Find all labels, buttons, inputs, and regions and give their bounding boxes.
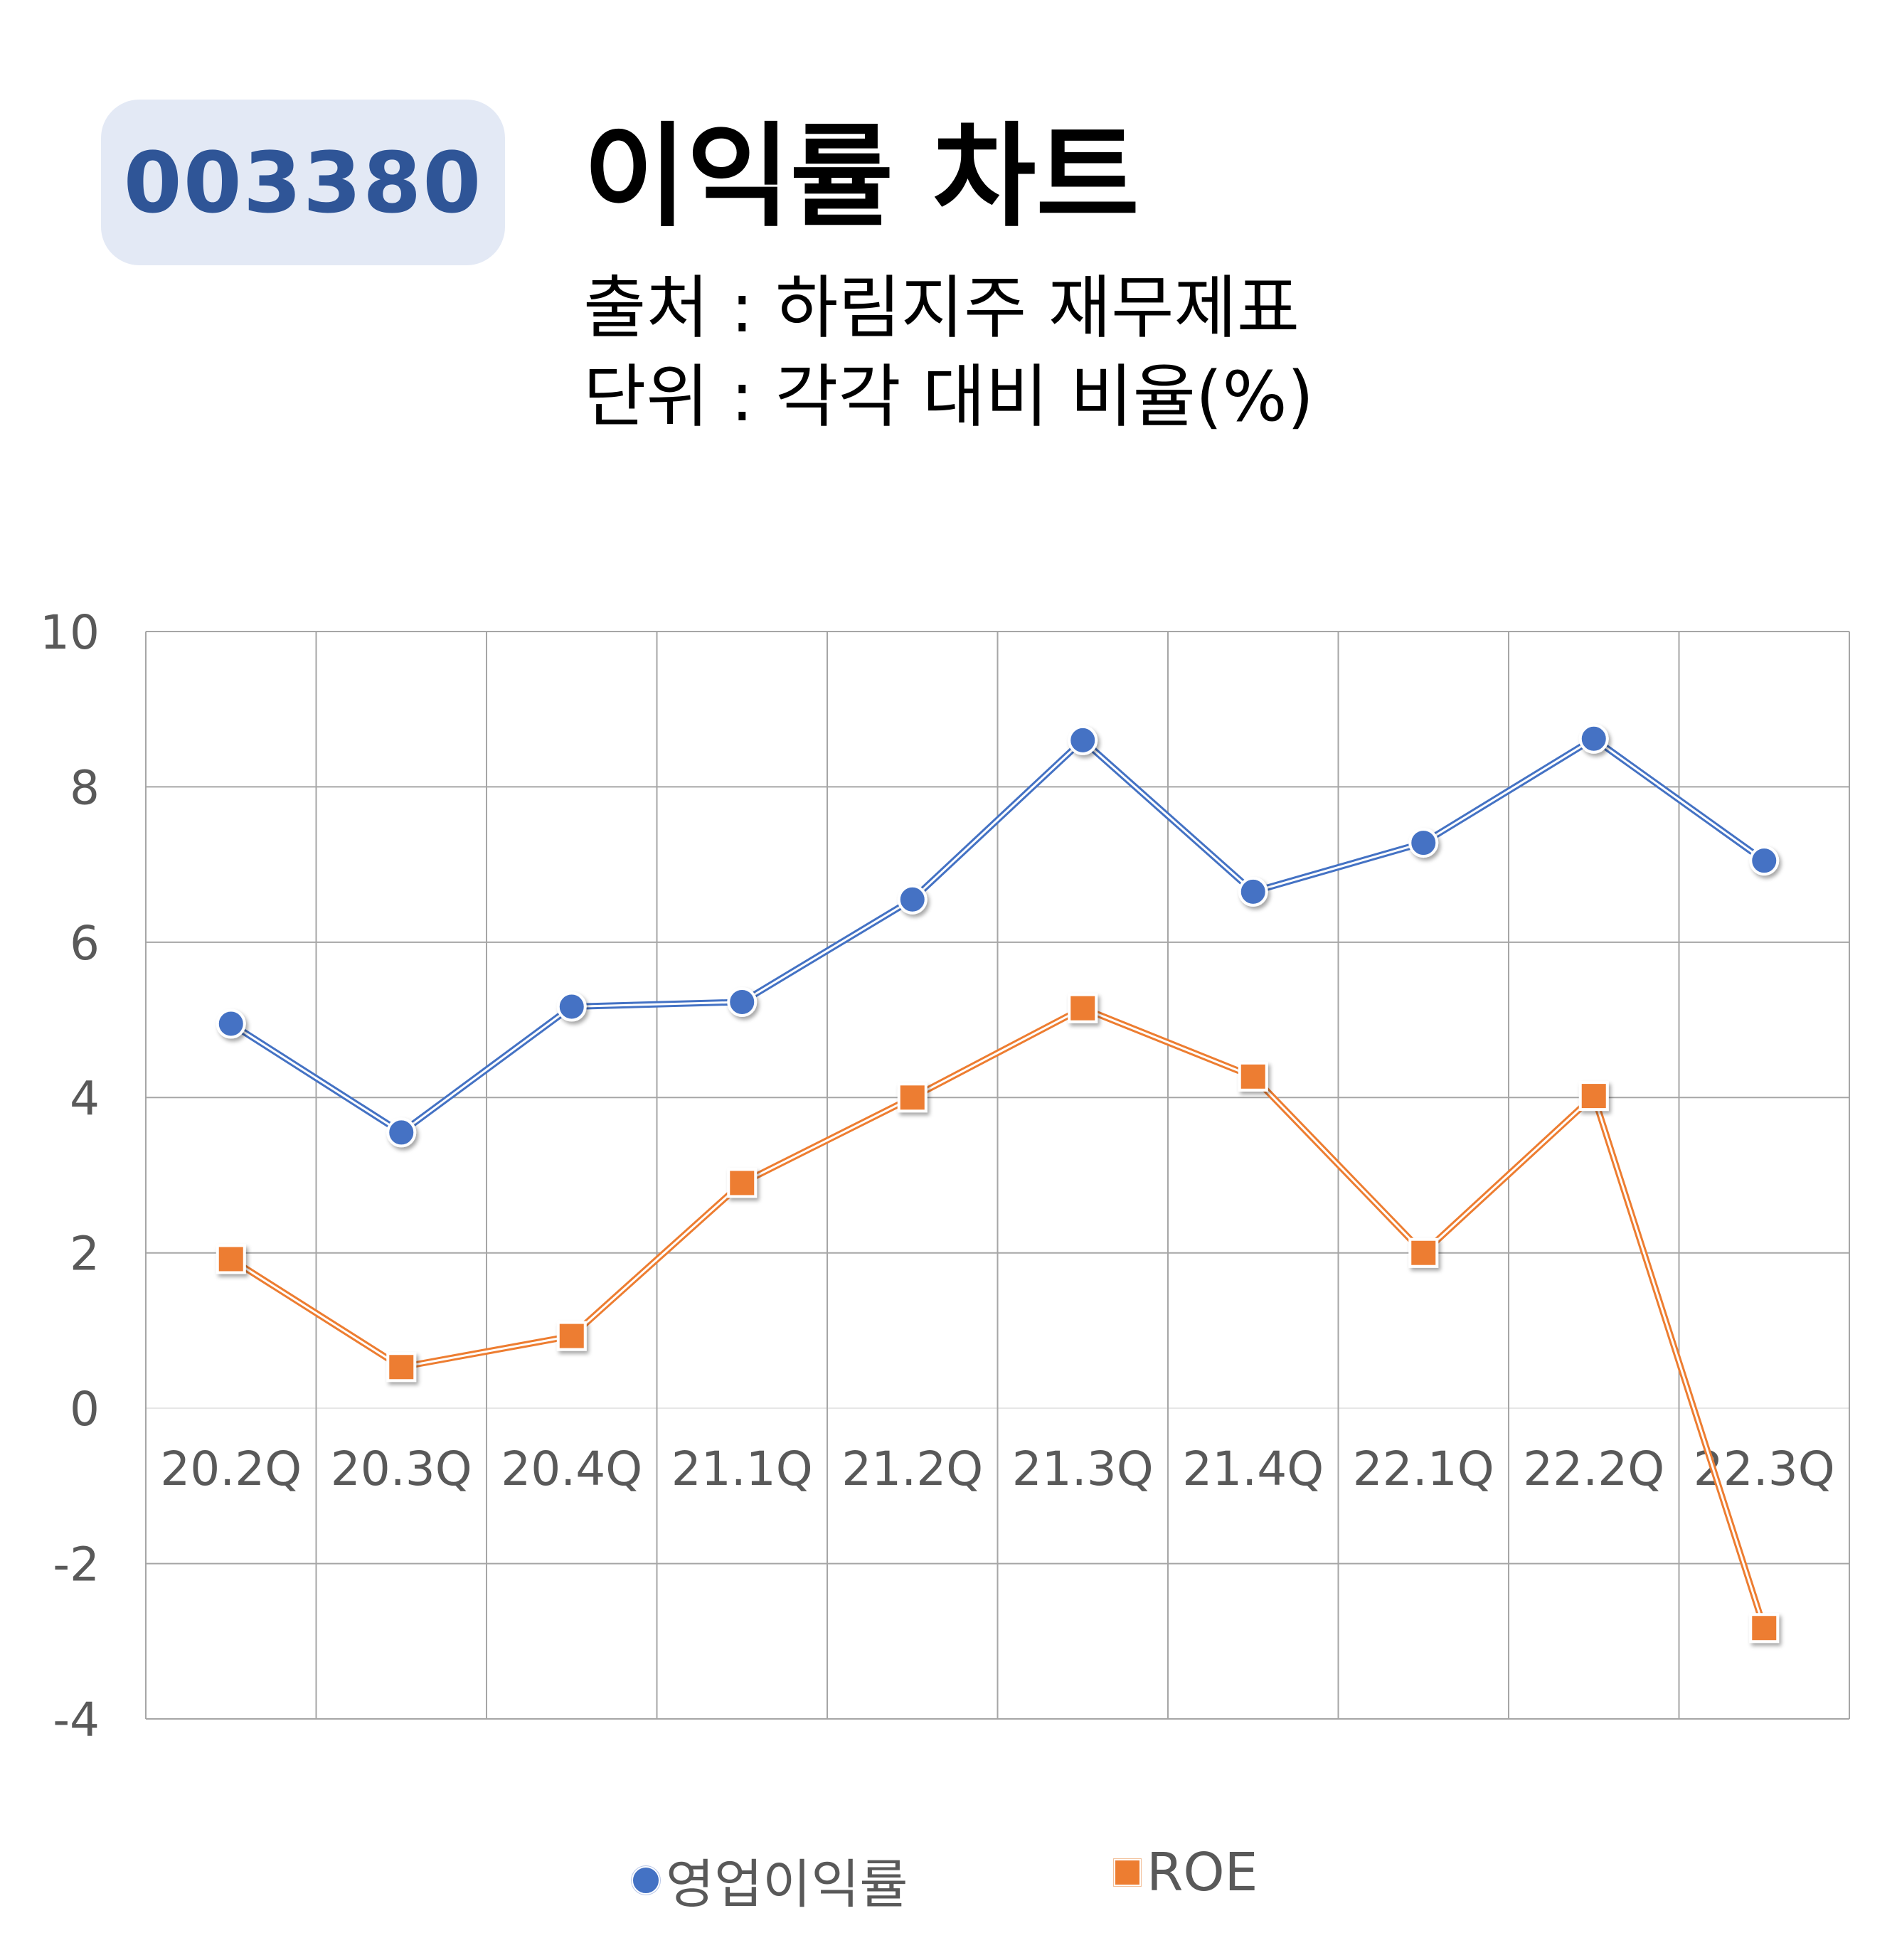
legend: 영업이익률 ROE [0,1842,1897,1915]
chart-title: 이익률 차트 [583,112,1139,243]
y-axis-ticks: 10 8 6 4 2 0 -2 -4 [40,605,100,1747]
ticker-code: 003380 [123,133,483,232]
x-tick-label: 20.3Q [331,1442,472,1496]
data-point-circle [1068,725,1098,755]
series-operating-margin [216,723,1780,1148]
y-tick-label: -4 [53,1693,100,1747]
x-tick-label: 21.2Q [841,1442,983,1496]
y-tick-label: 6 [70,916,100,971]
square-marker-icon [1114,1859,1141,1886]
data-point-circle [386,1117,417,1148]
series-line-highlight [230,1007,1765,1629]
x-tick-label: 21.3Q [1012,1442,1154,1496]
data-point-square [1068,993,1098,1023]
data-point-square [556,1321,587,1351]
data-point-circle [1238,876,1268,907]
data-point-square [386,1352,417,1383]
circle-marker-icon [632,1865,660,1895]
data-point-circle [1408,828,1439,858]
y-tick-label: -2 [53,1538,100,1592]
y-tick-label: 4 [70,1071,100,1126]
x-axis-ticks: 20.2Q 20.3Q 20.4Q 21.1Q 21.2Q 21.3Q 21.4Q 22.1Q… [160,1442,1834,1496]
data-point-circle [727,986,758,1017]
grid [145,631,1850,1720]
x-tick-label: 22.2Q [1523,1442,1664,1496]
x-tick-label: 21.1Q [671,1442,813,1496]
legend-label: 영업이익률 [666,1854,908,1915]
data-point-square [1749,1613,1780,1644]
y-tick-label: 2 [70,1227,100,1282]
data-point-circle [1578,723,1609,754]
data-point-circle [897,884,928,915]
legend-item-roe: ROE [1114,1842,1258,1903]
x-tick-label: 22.1Q [1353,1442,1494,1496]
x-tick-label: 21.4Q [1182,1442,1324,1496]
data-point-square [216,1244,246,1274]
data-point-square [897,1082,928,1113]
x-tick-label: 20.4Q [501,1442,642,1496]
y-tick-label: 0 [70,1382,100,1437]
data-point-square [727,1168,758,1198]
series-roe [216,993,1780,1644]
data-point-square [1578,1081,1609,1112]
legend-item-operating-margin: 영업이익률 [632,1842,908,1918]
data-point-square [1408,1237,1439,1268]
data-point-square [1238,1061,1268,1092]
unit-text: 단위 : 각각 대비 비율(%) [583,357,1314,437]
data-point-circle [216,1008,246,1039]
data-point-circle [1749,846,1780,876]
legend-label: ROE [1147,1842,1258,1903]
y-tick-label: 10 [40,605,100,660]
data-point-circle [556,991,587,1022]
x-tick-label: 20.2Q [160,1442,302,1496]
source-text: 출처 : 하림지주 재무제표 [583,268,1300,348]
ticker-badge: 003380 [101,100,505,265]
y-tick-label: 8 [70,760,100,815]
series-line-highlight [230,737,1765,1134]
series [216,723,1780,1644]
